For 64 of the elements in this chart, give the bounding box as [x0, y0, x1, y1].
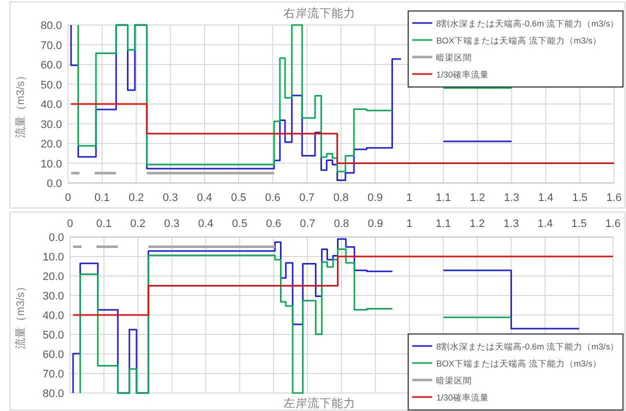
y-tick-label: 70.0 [40, 40, 62, 52]
x-tick-label: 0.7 [300, 218, 316, 230]
legend-label: 1/30確率流量 [436, 392, 489, 402]
y-tick-label: 50.0 [42, 330, 64, 342]
x-tick-label: 1.5 [572, 192, 588, 204]
x-tick-label: 0.1 [96, 218, 112, 230]
x-tick-label: 0 [66, 218, 74, 230]
y-tick-label: 80.0 [42, 388, 64, 400]
x-tick-label: 1.2 [470, 192, 486, 204]
x-tick-label: 0.1 [94, 192, 110, 204]
y-tick-label: 70.0 [42, 368, 64, 380]
legend-label: 暗渠区間 [436, 376, 472, 386]
y-tick-label: 60.0 [40, 60, 62, 72]
y-axis-title: 流量（m3/s） [14, 70, 27, 138]
x-tick-label: 1.3 [504, 218, 519, 230]
y-tick-label: 20.0 [40, 138, 62, 150]
x-tick-label: 1 [406, 218, 412, 230]
x-tick-label: 1 [406, 192, 412, 204]
x-tick-label: 0.9 [367, 192, 383, 204]
legend-label: BOX下端または天端高 流下能力（m3/s） [436, 36, 602, 46]
x-tick-label: 0.3 [162, 192, 178, 204]
y-tick-label: 80.0 [40, 20, 62, 32]
legend-label: 暗渠区間 [436, 52, 472, 62]
x-tick-label: 0.7 [299, 192, 315, 204]
y-axis-title: 流量（m3/s） [14, 281, 27, 349]
y-tick-label: 30.0 [40, 118, 62, 131]
x-tick-label: 0.4 [198, 218, 214, 230]
y-tick-label: 10.0 [40, 158, 62, 170]
legend-label: BOX下端または天端高 流下能力（m3/s） [436, 358, 602, 368]
y-tick-label: 50.0 [40, 79, 62, 92]
legend-label: 1/30確率流量 [436, 70, 489, 80]
x-tick-label: 0.8 [334, 218, 350, 230]
x-tick-label: 0.6 [265, 192, 280, 204]
x-tick-label: 0 [64, 192, 72, 204]
y-tick-label: 40.0 [40, 99, 62, 111]
x-tick-label: 0.5 [230, 192, 246, 204]
x-tick-label: 1.4 [537, 218, 553, 230]
x-tick-label: 0.2 [130, 218, 146, 230]
x-tick-label: 1.2 [470, 218, 485, 230]
legend-label: 8割水深または天端高-0.6m 流下能力（m3/s） [436, 18, 619, 28]
x-tick-label: 0.9 [368, 218, 384, 230]
y-tick-label: 0.0 [48, 232, 64, 244]
chart-title: 右岸流下能力 [284, 6, 356, 20]
x-tick-label: 0.6 [266, 218, 282, 230]
x-tick-label: 1.3 [504, 192, 520, 204]
x-tick-label: 0.4 [196, 192, 212, 204]
y-tick-label: 30.0 [42, 290, 64, 302]
x-tick-label: 1.6 [605, 218, 621, 230]
y-tick-label: 10.0 [42, 252, 64, 264]
x-tick-label: 0.2 [128, 192, 144, 204]
x-tick-label: 0.5 [232, 218, 248, 230]
text: 左岸流下能力 [284, 396, 356, 410]
x-tick-label: 1.6 [606, 192, 622, 204]
x-tick-label: 1.1 [436, 218, 451, 230]
x-tick-label: 1.1 [436, 192, 452, 204]
y-tick-label: 20.0 [42, 271, 64, 283]
x-tick-label: 1.4 [538, 192, 554, 204]
y-tick-label: 60.0 [42, 349, 64, 361]
y-tick-label: 0.0 [46, 178, 62, 190]
x-tick-label: 0.8 [333, 192, 349, 204]
x-tick-label: 0.3 [164, 218, 180, 230]
x-tick-label: 1.5 [571, 218, 587, 230]
legend-label: 8割水深または天端高-0.6m 流下能力（m3/s） [436, 342, 619, 352]
y-tick-label: 40.0 [42, 310, 64, 322]
